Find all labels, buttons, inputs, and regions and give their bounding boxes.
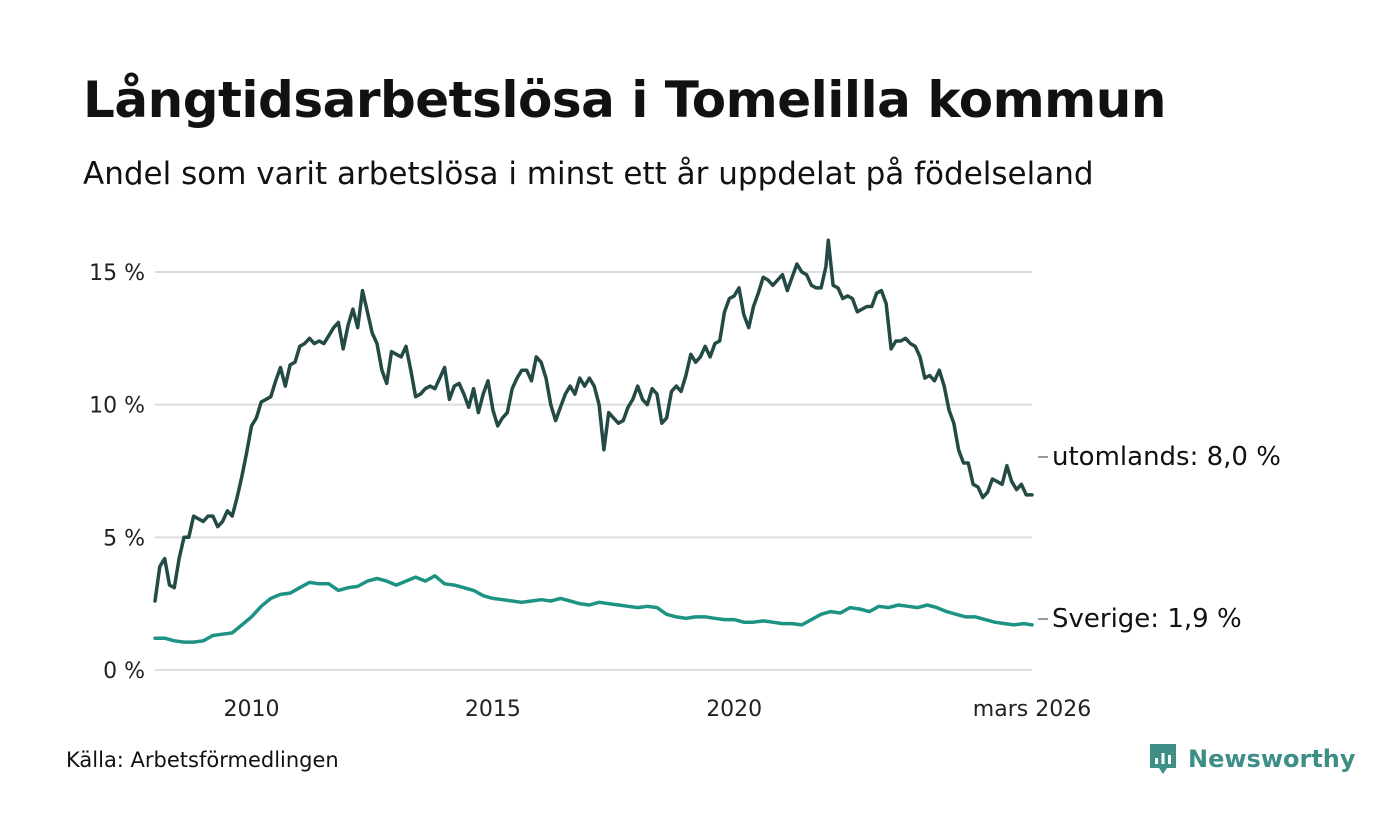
end-label-sverige: Sverige: 1,9 % [1052, 604, 1242, 634]
y-tick-label: 15 % [89, 261, 145, 286]
y-axis-ticks: 0 % 5 % 10 % 15 % [89, 261, 145, 684]
chart-title: Långtidsarbetslösa i Tomelilla kommun [83, 71, 1166, 129]
x-tick-label: 2010 [224, 697, 280, 722]
y-tick-label: 5 % [103, 526, 145, 551]
chart-subtitle: Andel som varit arbetslösa i minst ett å… [83, 156, 1094, 192]
series-line-utomlands [153, 238, 1034, 603]
series-line-sverige [153, 574, 1034, 644]
source-note: Källa: Arbetsförmedlingen [66, 748, 339, 772]
brand-logo[interactable]: Newsworthy [1148, 742, 1356, 776]
x-tick-label: 2020 [706, 697, 762, 722]
y-tick-label: 10 % [89, 394, 145, 419]
x-tick-label: 2015 [465, 697, 521, 722]
series-end-labels: utomlands: 8,0 % Sverige: 1,9 % [1038, 442, 1281, 634]
x-axis-ticks: 2010 2015 2020 mars 2026 [224, 697, 1092, 722]
x-tick-label: mars 2026 [973, 697, 1091, 722]
newsworthy-logo-icon [1150, 744, 1176, 774]
brand-name: Newsworthy [1188, 745, 1356, 773]
end-label-utomlands: utomlands: 8,0 % [1052, 442, 1281, 472]
gridlines [155, 271, 1032, 671]
y-tick-label: 0 % [103, 659, 145, 684]
series-lines [153, 238, 1034, 644]
